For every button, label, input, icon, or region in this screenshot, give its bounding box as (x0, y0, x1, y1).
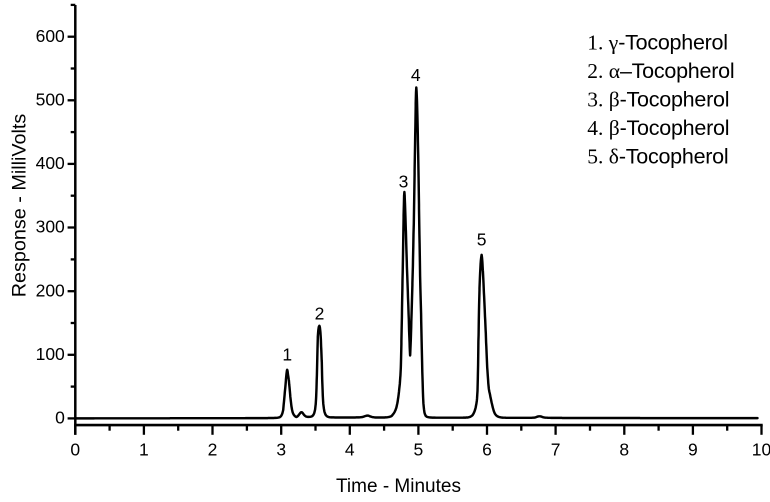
svg-text:Response - MilliVolts: Response - MilliVolts (8, 114, 30, 298)
svg-text:500: 500 (36, 90, 65, 110)
svg-text:7: 7 (551, 440, 561, 460)
svg-text:4: 4 (345, 440, 355, 460)
svg-text:Time - Minutes: Time - Minutes (336, 476, 461, 497)
svg-text:5: 5 (477, 229, 487, 249)
svg-text:10: 10 (752, 440, 770, 460)
svg-text:8: 8 (619, 440, 629, 460)
svg-text:3: 3 (276, 440, 286, 460)
svg-text:5: 5 (414, 440, 424, 460)
svg-text:1: 1 (282, 345, 292, 365)
svg-text:0: 0 (70, 440, 80, 460)
svg-text:6: 6 (482, 440, 492, 460)
svg-text:3. β-Tocopherol: 3. β-Tocopherol (587, 88, 729, 112)
svg-text:2. α–Tocopherol: 2. α–Tocopherol (587, 59, 734, 83)
svg-text:100: 100 (36, 344, 65, 364)
svg-text:4. β-Tocopherol: 4. β-Tocopherol (587, 116, 729, 140)
svg-text:200: 200 (36, 280, 65, 300)
svg-text:9: 9 (688, 440, 698, 460)
svg-text:1. γ-Tocopherol: 1. γ-Tocopherol (587, 31, 728, 55)
svg-text:2: 2 (315, 304, 325, 324)
svg-text:3: 3 (399, 171, 409, 191)
svg-text:0: 0 (55, 408, 65, 428)
svg-text:400: 400 (36, 153, 65, 173)
svg-text:600: 600 (36, 26, 65, 46)
svg-text:1: 1 (139, 440, 149, 460)
svg-text:300: 300 (36, 217, 65, 237)
svg-text:2: 2 (208, 440, 218, 460)
svg-text:4: 4 (411, 65, 421, 85)
svg-text:5. δ-Tocopherol: 5. δ-Tocopherol (587, 145, 728, 169)
